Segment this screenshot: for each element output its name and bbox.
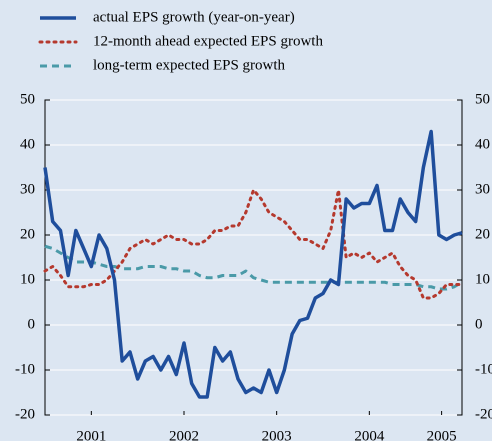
x-tick-label: 2001 xyxy=(76,428,106,441)
y-tick-label: -20 xyxy=(15,406,35,422)
y-tick-label: -10 xyxy=(15,361,35,377)
y-tick-label: 10 xyxy=(20,271,35,287)
legend-label: long-term expected EPS growth xyxy=(93,57,286,73)
legend-label: 12-month ahead expected EPS growth xyxy=(93,33,323,49)
series-line xyxy=(44,244,463,291)
y2-tick-label: 50 xyxy=(475,91,490,107)
legend-label: actual EPS growth (year-on-year) xyxy=(93,9,295,25)
series-line xyxy=(43,129,463,399)
y2-tick-label: 40 xyxy=(475,136,490,152)
y2-tick-label: 0 xyxy=(475,316,483,332)
x-tick-label: 2005 xyxy=(427,428,457,441)
x-tick-label: 2002 xyxy=(169,428,199,441)
y2-tick-label: 20 xyxy=(475,226,490,242)
y2-tick-label: 10 xyxy=(475,271,490,287)
series-line xyxy=(43,188,464,300)
y-tick-label: 20 xyxy=(20,226,35,242)
x-tick-label: 2004 xyxy=(354,428,385,441)
plot-area xyxy=(44,99,463,416)
x-tick-label: 2003 xyxy=(262,428,292,441)
y-tick-label: 40 xyxy=(20,136,35,152)
y-tick-label: 30 xyxy=(20,181,35,197)
y-tick-label: 0 xyxy=(28,316,36,332)
y-tick-label: 50 xyxy=(20,91,35,107)
y2-tick-label: -10 xyxy=(475,361,492,377)
y2-tick-label: 30 xyxy=(475,181,490,197)
y2-tick-label: -20 xyxy=(475,406,492,422)
